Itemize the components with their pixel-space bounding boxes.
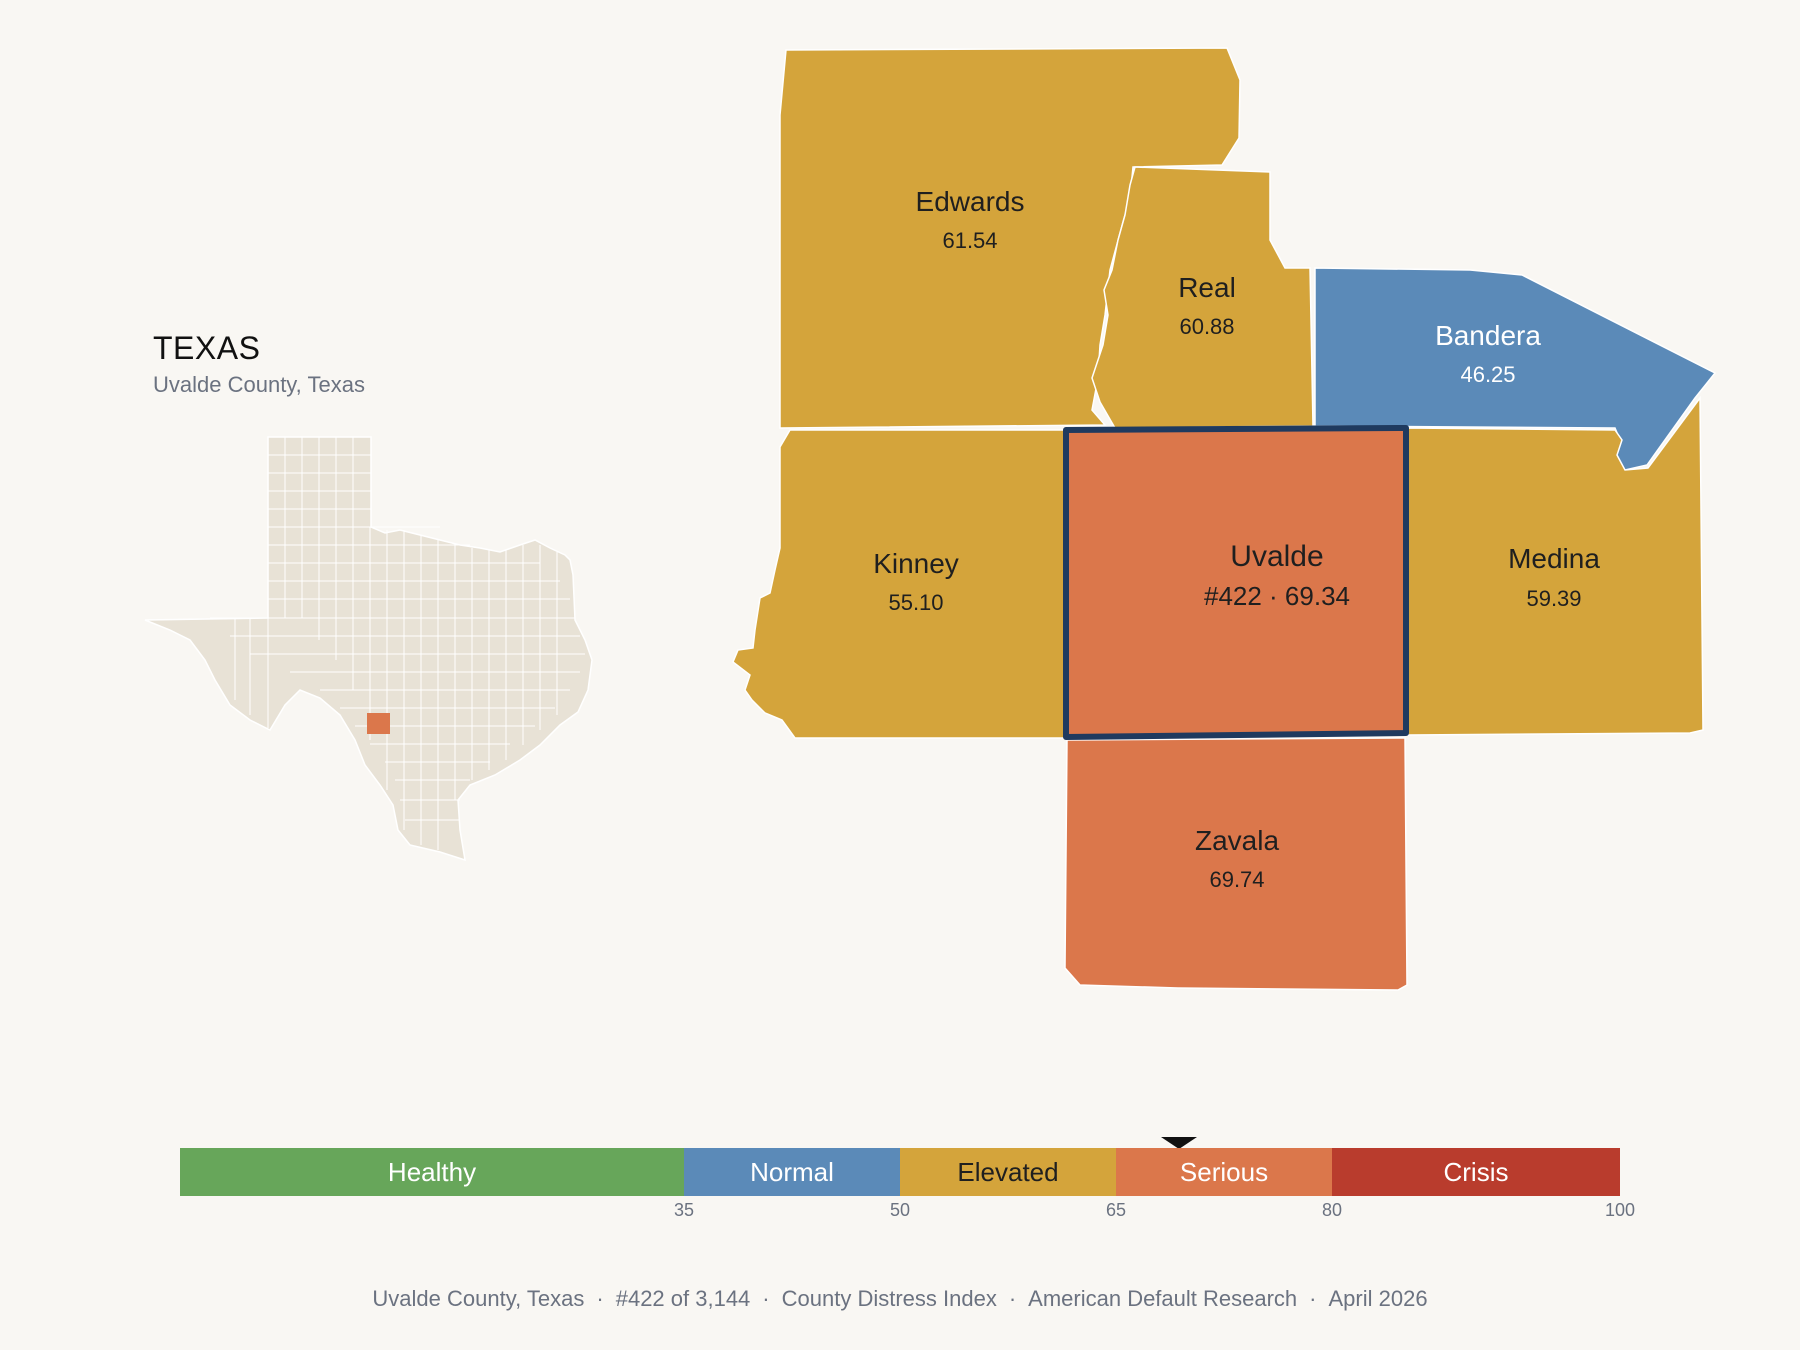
county-label-medina: Medina: [1508, 543, 1600, 574]
state-title: TEXAS: [153, 330, 261, 366]
footer-source: American Default Research: [1028, 1286, 1298, 1311]
county-value-kinney: 55.10: [888, 590, 943, 615]
county-label-real: Real: [1178, 272, 1236, 303]
legend-tick-35: 35: [673, 1200, 695, 1220]
county-zavala[interactable]: [1064, 737, 1408, 991]
county-value-uvalde: #422 · 69.34: [1204, 581, 1350, 611]
legend-tick-50: 50: [889, 1200, 911, 1220]
county-edwards[interactable]: [779, 47, 1241, 429]
legend-healthy: Healthy: [180, 1148, 684, 1196]
texas-highlight-uvalde: [367, 713, 390, 734]
county-label-uvalde: Uvalde: [1230, 540, 1323, 573]
legend-crisis: Crisis: [1332, 1148, 1620, 1196]
county-bandera[interactable]: [1314, 267, 1717, 471]
county-label-zavala: Zavala: [1195, 825, 1279, 856]
legend-tick-80: 80: [1321, 1200, 1343, 1220]
county-value-zavala: 69.74: [1209, 867, 1264, 892]
county-value-real: 60.88: [1179, 314, 1234, 339]
legend-elevated: Elevated: [900, 1148, 1116, 1196]
county-value-bandera: 46.25: [1460, 362, 1515, 387]
texas-inset-map: [144, 436, 593, 862]
county-kinney[interactable]: [732, 429, 1066, 739]
county-value-edwards: 61.54: [942, 228, 997, 253]
footer: Uvalde County, Texas · #422 of 3,144 · Count…: [372, 1286, 1428, 1311]
footer-rank: #422 of 3,144: [615, 1286, 751, 1311]
county-label-kinney: Kinney: [873, 548, 959, 579]
legend-tick-100: 100: [1604, 1200, 1636, 1220]
texas-outline: [144, 436, 593, 862]
county-uvalde[interactable]: [1063, 425, 1409, 740]
county-label-bandera: Bandera: [1435, 320, 1541, 351]
county-medina[interactable]: [1407, 395, 1704, 736]
county-value-medina: 59.39: [1526, 586, 1581, 611]
legend-serious: Serious: [1116, 1148, 1332, 1196]
legend-normal: Normal: [684, 1148, 900, 1196]
legend-tick-65: 65: [1105, 1200, 1127, 1220]
footer-index: County Distress Index: [781, 1286, 997, 1311]
state-subtitle: Uvalde County, Texas: [153, 372, 365, 397]
score-marker-icon: [1161, 1137, 1197, 1149]
distress-legend: Healthy Normal Elevated Serious Crisis: [180, 1148, 1620, 1196]
county-real[interactable]: [1091, 166, 1314, 429]
footer-county: Uvalde County, Texas: [372, 1286, 585, 1311]
footer-date: April 2026: [1328, 1286, 1428, 1311]
county-label-edwards: Edwards: [916, 186, 1025, 217]
